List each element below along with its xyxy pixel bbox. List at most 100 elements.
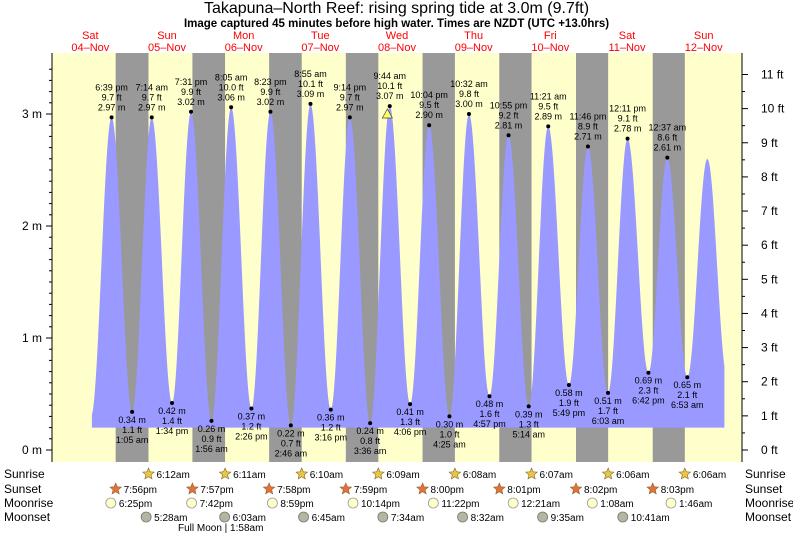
moonset-time: 6:03am — [233, 513, 266, 524]
tide-label: 2.97 m — [138, 102, 166, 112]
tide-label: 7:14 am — [135, 82, 168, 92]
tide-label: 0.7 ft — [281, 438, 302, 448]
tide-point — [308, 101, 313, 106]
left-tick-label: 3 m — [22, 107, 42, 121]
tide-label: 0.22 m — [277, 428, 305, 438]
moonset-time: 8:32am — [471, 513, 504, 524]
moonrise-icon — [665, 497, 677, 509]
tide-label: 12:11 pm — [609, 104, 646, 114]
tide-label: 0.42 m — [158, 406, 186, 416]
sunset-time: 8:03pm — [661, 485, 694, 496]
tide-label: 11:46 pm — [570, 111, 607, 121]
tide-point — [685, 375, 690, 380]
row-label-right: Sunset — [745, 482, 783, 496]
sunrise-time: 6:12am — [156, 470, 189, 481]
sunrise-time: 6:10am — [310, 470, 343, 481]
moonset-icon — [377, 511, 389, 523]
day-name: Mon — [233, 30, 254, 42]
moonrise-icon — [427, 497, 439, 509]
tide-label: 4:57 pm — [473, 419, 506, 429]
tide-point — [149, 115, 154, 120]
sunrise-icon — [371, 467, 385, 480]
sunset-time: 7:59pm — [354, 485, 387, 496]
moonrise-time: 12:21am — [521, 499, 560, 510]
tide-point — [646, 370, 651, 375]
tide-label: 2.78 m — [614, 124, 642, 134]
moonset-icon — [457, 511, 468, 523]
tide-point — [229, 105, 234, 110]
tide-label: 8.9 ft — [578, 121, 599, 131]
tide-point — [328, 407, 333, 412]
day-name: Fri — [544, 30, 557, 42]
sunrise-icon — [295, 467, 309, 480]
tide-label: 10.0 ft — [219, 82, 245, 92]
tide-point — [268, 109, 273, 114]
moonrise-icon — [347, 497, 359, 509]
tide-label: 9.7 ft — [340, 92, 361, 102]
tide-label: 0.36 m — [317, 413, 345, 423]
tide-point — [249, 406, 254, 411]
moonset-icon — [219, 511, 231, 523]
sunset-icon — [185, 482, 199, 495]
tide-point — [288, 423, 293, 428]
sunrise-time: 6:06am — [616, 470, 649, 481]
tide-point — [506, 133, 511, 138]
tide-label: 9.8 ft — [459, 89, 480, 99]
tide-label: 2.90 m — [415, 110, 443, 120]
tide-label: 1.6 ft — [479, 409, 500, 419]
axes: 0 m 1 m 2 m 3 m 0 ft 1 ft 2 ft 3 ft 4 ft 5 ft 6 ft… — [22, 53, 785, 462]
tide-label: 9.9 ft — [181, 87, 202, 97]
row-label-left: Moonset — [4, 510, 51, 524]
tide-label: 1:56 am — [195, 444, 228, 454]
moonset-time: 9:35am — [551, 513, 584, 524]
tide-label: 1:05 am — [116, 435, 149, 445]
tide-label: 5:14 am — [512, 429, 545, 439]
moonrise-icon — [266, 497, 278, 509]
tide-point — [447, 414, 452, 419]
tide-label: 9:14 pm — [334, 82, 367, 92]
tide-point — [368, 421, 373, 426]
sunrise-time: 6:06am — [693, 470, 726, 481]
moonrise-icon — [105, 497, 117, 509]
tide-label: 6:03 am — [592, 416, 625, 426]
moonset-icon — [537, 511, 549, 523]
sunset-icon — [109, 482, 123, 495]
left-tick-label: 0 m — [22, 443, 42, 457]
tide-label: 0.26 m — [198, 424, 226, 434]
tide-area — [91, 104, 725, 428]
left-tick-label: 1 m — [22, 331, 42, 345]
moonset-icon — [140, 511, 152, 523]
right-tick-label: 9 ft — [761, 136, 778, 150]
tide-curve — [91, 104, 725, 428]
day-name: Sat — [82, 30, 99, 42]
tide-label: 0.41 m — [396, 407, 424, 417]
day-labels: Sat04–NovSun05–NovMon06–NovTue07–NovWed0… — [71, 30, 723, 54]
day-date: 11–Nov — [608, 42, 646, 54]
day-date: 08–Nov — [378, 42, 416, 54]
moonrise-time: 7:42pm — [200, 499, 233, 510]
right-tick-label: 10 ft — [761, 102, 785, 116]
tide-label: 1.1 ft — [122, 425, 143, 435]
row-label-right: Moonrise — [745, 496, 793, 510]
sunrise-icon — [678, 467, 692, 480]
tide-label: 1:34 pm — [156, 426, 189, 436]
tide-point — [566, 383, 571, 388]
moonrise-time: 8:59pm — [280, 499, 313, 510]
sunset-time: 7:56pm — [124, 485, 157, 496]
tide-label: 0.51 m — [594, 396, 622, 406]
tide-label: 2.3 ft — [638, 386, 659, 396]
tide-label: 3.02 m — [177, 97, 205, 107]
tide-point — [189, 109, 194, 114]
sunset-icon — [492, 482, 506, 495]
day-date: 07–Nov — [301, 42, 339, 54]
tide-label: 1.9 ft — [559, 398, 580, 408]
day-date: 05–Nov — [148, 42, 186, 54]
sunset-icon — [416, 482, 430, 495]
row-label-right: Moonset — [745, 510, 792, 524]
day-name: Sun — [157, 30, 177, 42]
right-tick-label: 6 ft — [761, 238, 778, 252]
tide-label: 4:06 pm — [394, 427, 427, 437]
tide-label: 9.5 ft — [419, 100, 440, 110]
day-name: Sat — [619, 30, 636, 42]
moonrise-icon — [507, 497, 519, 509]
